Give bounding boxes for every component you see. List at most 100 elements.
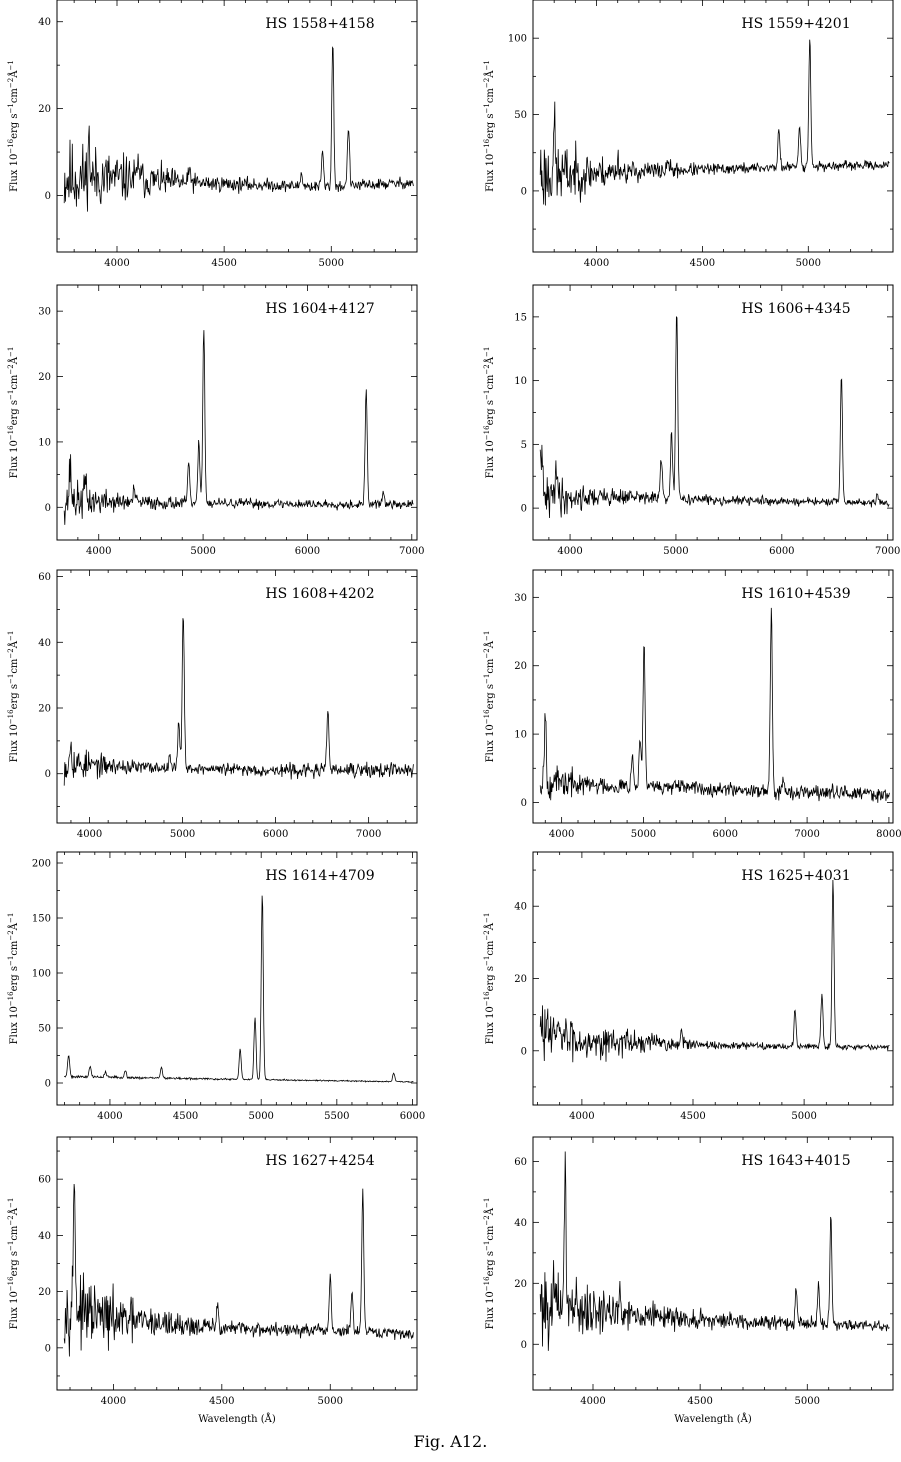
y-tick-label: 10 [514, 730, 527, 741]
x-tick-label: 6000 [400, 1111, 425, 1122]
y-axis-label-part: Flux 10 [9, 1291, 20, 1329]
spectrum-panel: 0 50 100 150 200 4000 4500 5000 5500 6000 HS 1614+… [7, 851, 425, 1122]
y-axis-label-part: −1 [7, 1198, 15, 1208]
y-axis-label-part: Å [8, 1207, 20, 1216]
y-axis-label-part: Flux 10 [485, 1006, 496, 1044]
y-axis-label-part: −1 [483, 913, 491, 923]
y-tick-label: 40 [514, 1218, 527, 1229]
y-axis-label-part: cm [485, 374, 496, 390]
spectrum-line [63, 618, 414, 786]
y-tick-label: 60 [38, 572, 51, 583]
x-tick-label: 5000 [248, 1111, 273, 1122]
x-tick-label: 4500 [173, 1111, 198, 1122]
x-tick-label: 4000 [86, 546, 111, 557]
y-axis-label-part: −1 [7, 103, 15, 113]
y-axis-label-part: erg s [485, 400, 496, 425]
y-axis-label-part: −16 [7, 709, 15, 724]
spectrum-line [63, 1183, 414, 1357]
y-tick-label: 20 [38, 1287, 51, 1298]
x-tick-label: 6000 [769, 546, 794, 557]
plot-frame [56, 851, 418, 1106]
plot-frame [56, 1136, 418, 1391]
y-axis-label: Flux 10−16erg s−1cm−2Å−1 [483, 347, 496, 479]
x-tick-label: 8000 [876, 829, 901, 840]
panel-title: HS 1610+4539 [741, 586, 850, 602]
y-axis-label-part: erg s [485, 684, 496, 709]
y-axis-label-part: erg s [9, 684, 20, 709]
x-tick-label: 4500 [680, 1111, 705, 1122]
panel-title: HS 1627+4254 [265, 1153, 374, 1169]
plot-frame [532, 1136, 894, 1391]
y-axis-label: Flux 10−16erg s−1cm−2Å−1 [483, 913, 496, 1045]
y-axis-label-part: Flux 10 [9, 724, 20, 762]
y-axis-label-part: Flux 10 [485, 724, 496, 762]
x-axis-label: Wavelength (Å) [674, 1413, 752, 1425]
x-tick-label: 4500 [687, 1396, 712, 1407]
y-tick-label: 60 [514, 1157, 527, 1168]
x-tick-label: 5000 [631, 829, 656, 840]
spectrum-line [539, 1151, 890, 1351]
y-axis-label: Flux 10−16erg s−1cm−2Å−1 [483, 631, 496, 763]
y-axis-label-part: erg s [9, 400, 20, 425]
y-axis-label-part: −2 [483, 648, 491, 658]
y-axis-label-part: −1 [7, 913, 15, 923]
plot-frame [532, 0, 894, 253]
y-axis-label-part: Flux 10 [485, 440, 496, 478]
x-tick-label: 4000 [584, 258, 609, 269]
y-axis-label-part: cm [9, 374, 20, 390]
panel-title: HS 1604+4127 [265, 301, 374, 317]
y-axis-label-part: −16 [483, 138, 491, 153]
x-tick-label: 6000 [713, 829, 738, 840]
y-axis-label-part: −2 [483, 78, 491, 88]
y-tick-label: 100 [32, 969, 51, 980]
panel-title: HS 1558+4158 [265, 16, 374, 32]
spectrum-line [63, 46, 414, 212]
x-tick-label: 4000 [97, 1111, 122, 1122]
y-axis-label-part: cm [9, 88, 20, 104]
panel-title: HS 1643+4015 [741, 1153, 850, 1169]
y-axis-label-part: −1 [483, 347, 491, 357]
spectrum-line [539, 39, 890, 206]
y-axis-label-part: cm [485, 88, 496, 104]
y-axis-label-part: cm [9, 658, 20, 674]
y-tick-label: 0 [45, 769, 51, 780]
y-tick-label: 0 [45, 191, 51, 202]
y-tick-label: 30 [514, 593, 527, 604]
y-axis-label-part: erg s [9, 1251, 20, 1276]
y-tick-label: 50 [514, 110, 527, 121]
panel-title: HS 1606+4345 [741, 301, 850, 317]
y-tick-label: 50 [38, 1024, 51, 1035]
x-tick-label: 4500 [209, 1396, 234, 1407]
y-tick-label: 0 [45, 503, 51, 514]
y-axis-label-part: −16 [7, 1276, 15, 1291]
x-tick-label: 5000 [663, 546, 688, 557]
spectrum-line [539, 316, 890, 519]
y-axis-label-part: erg s [9, 113, 20, 138]
y-axis-label-part: erg s [485, 966, 496, 991]
y-axis-label-part: −16 [7, 425, 15, 440]
x-tick-label: 4500 [211, 258, 236, 269]
y-axis-label-part: Å [484, 356, 496, 365]
y-tick-label: 100 [508, 34, 527, 45]
y-axis-label: Flux 10−16erg s−1cm−2Å−1 [483, 1198, 496, 1330]
x-tick-label: 5000 [319, 258, 344, 269]
y-tick-label: 60 [38, 1175, 51, 1186]
y-tick-label: 0 [521, 798, 527, 809]
spectrum-panel: 0 10 20 30 4000 5000 6000 7000 HS 1604+4127 Flux … [7, 284, 425, 557]
y-tick-label: 40 [38, 17, 51, 28]
y-axis-label-part: −1 [7, 674, 15, 684]
y-axis-label-part: Å [8, 70, 20, 79]
spectrum-panel: 0 50 100 4000 4500 5000 HS 1559+4201 Flux 10−16… [483, 0, 894, 269]
y-tick-label: 20 [514, 974, 527, 985]
y-tick-label: 20 [38, 372, 51, 383]
y-tick-label: 20 [38, 104, 51, 115]
y-tick-label: 5 [521, 440, 527, 451]
y-tick-label: 0 [45, 1079, 51, 1090]
plot-frame [532, 569, 894, 824]
y-axis-label-part: −16 [483, 991, 491, 1006]
y-axis-label-part: Flux 10 [9, 1006, 20, 1044]
y-axis-label-part: −1 [483, 60, 491, 70]
x-tick-label: 5000 [796, 258, 821, 269]
spectrum-panel: 0 5 10 15 4000 5000 6000 7000 HS 1606+4345 Flux 1… [483, 284, 900, 557]
